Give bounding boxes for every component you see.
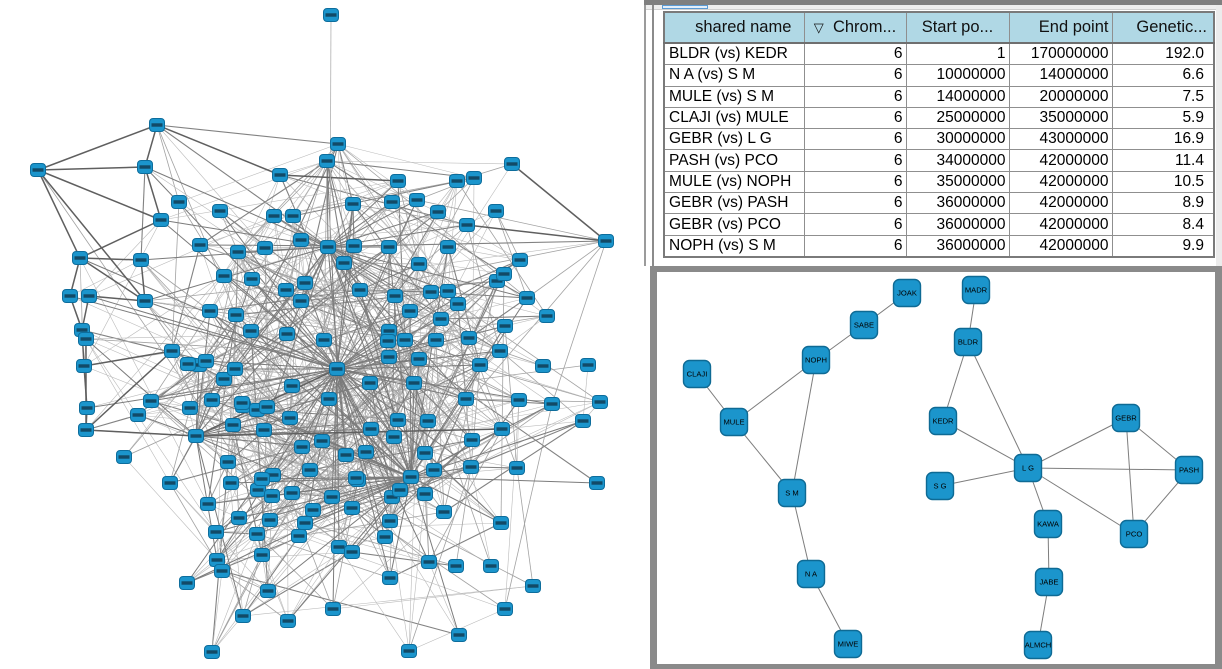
svg-text:JOAK: JOAK (897, 289, 917, 298)
svg-text:KAWA: KAWA (1037, 520, 1060, 529)
svg-text:GEBR: GEBR (1115, 414, 1137, 423)
svg-text:JABE: JABE (1040, 578, 1059, 587)
svg-text:PASH: PASH (1179, 466, 1199, 475)
svg-text:SABE: SABE (854, 321, 874, 330)
svg-text:S G: S G (933, 482, 946, 491)
svg-text:BLDR: BLDR (958, 338, 979, 347)
svg-text:PCO: PCO (1126, 530, 1143, 539)
svg-text:MULE: MULE (723, 418, 744, 427)
svg-text:S M: S M (785, 489, 799, 498)
svg-text:NOPH: NOPH (805, 356, 827, 365)
svg-text:N A: N A (805, 570, 818, 579)
svg-text:ALMCH: ALMCH (1025, 641, 1052, 650)
svg-text:MADR: MADR (965, 286, 988, 295)
svg-text:KEDR: KEDR (932, 417, 954, 426)
svg-text:L G: L G (1022, 464, 1034, 473)
svg-text:MIWE: MIWE (838, 640, 859, 649)
svg-text:CLAJI: CLAJI (687, 370, 708, 379)
